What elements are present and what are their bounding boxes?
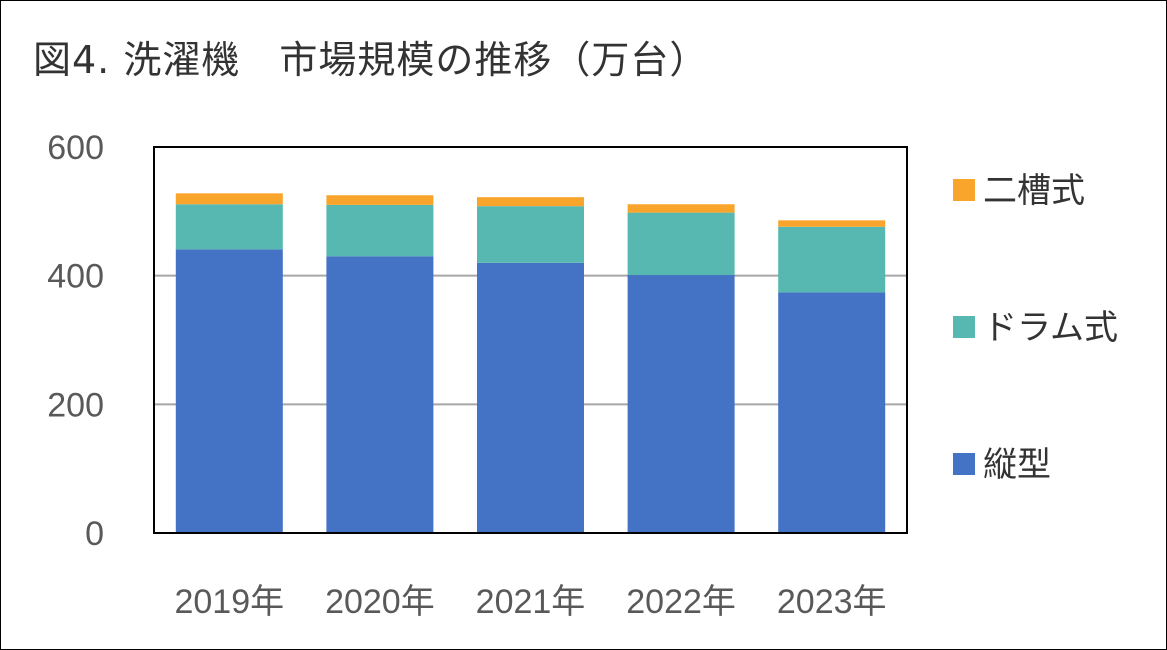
bar-segment (778, 220, 886, 227)
x-tick-label: 2019年 (174, 583, 284, 621)
bar-segment (627, 275, 735, 533)
y-tick-label: 200 (47, 386, 104, 424)
y-tick-label: 0 (85, 515, 104, 553)
legend-swatch (953, 179, 975, 201)
bar-segment (778, 226, 886, 293)
chart-title: 図4. 洗濯機 市場規模の推移（万台） (33, 38, 709, 82)
bar-segment (627, 212, 735, 276)
bar-segment (175, 193, 283, 205)
legend-swatch (953, 316, 975, 338)
x-tick-label: 2023年 (777, 583, 887, 621)
bar-segment (477, 206, 584, 263)
bar-segment (627, 204, 735, 213)
bars (175, 193, 886, 534)
legend-swatch (953, 453, 975, 475)
bar-segment (477, 197, 584, 207)
bar-segment (326, 195, 434, 205)
legend-label: 縦型 (983, 445, 1051, 485)
x-tick-label: 2020年 (325, 583, 435, 621)
bar-segment (175, 249, 283, 534)
x-tick-label: 2022年 (626, 583, 736, 621)
bar-segment (477, 262, 584, 533)
bar-segment (778, 292, 886, 533)
x-tick-label: 2021年 (476, 583, 586, 621)
y-tick-label: 400 (47, 258, 104, 296)
bar-segment (175, 204, 283, 250)
legend-label: ドラム式 (983, 308, 1118, 348)
y-axis-ticks: 0 200 400 600 (47, 129, 104, 553)
x-axis-ticks: 2019年 2020年 2021年 2022年 2023年 (174, 583, 886, 621)
y-tick-label: 600 (47, 129, 104, 167)
bar-segment (326, 256, 434, 533)
legend-label: 二槽式 (983, 171, 1085, 211)
bar-segment (326, 204, 434, 257)
plot-area-border (153, 146, 908, 534)
